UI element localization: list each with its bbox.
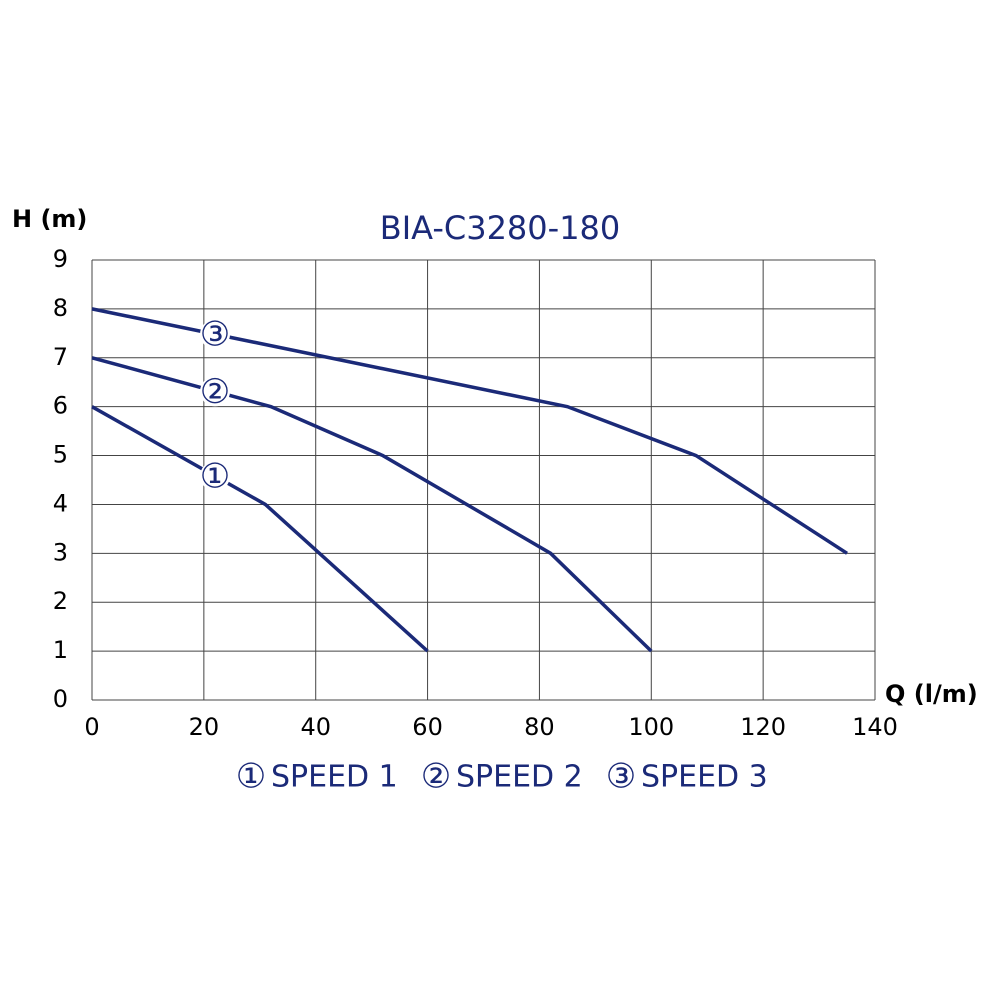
marker-bg bbox=[200, 461, 231, 492]
x-tick-label: 120 bbox=[740, 713, 786, 741]
x-tick-label: 40 bbox=[300, 713, 331, 741]
chart-title: BIA-C3280-180 bbox=[380, 209, 621, 247]
marker-bg bbox=[200, 319, 231, 350]
x-tick-label: 80 bbox=[524, 713, 555, 741]
x-axis-label: Q (l/m) bbox=[885, 680, 978, 708]
x-tick-label: 60 bbox=[412, 713, 443, 741]
legend-label: SPEED 3 bbox=[641, 760, 768, 795]
curve-marker: ② bbox=[200, 372, 230, 412]
y-tick-label: 6 bbox=[53, 392, 68, 420]
legend-marker: ③ bbox=[606, 757, 636, 797]
y-tick-label: 1 bbox=[53, 636, 68, 664]
line-series bbox=[91, 405, 429, 653]
legend-marker: ② bbox=[421, 757, 451, 797]
y-tick-label: 3 bbox=[53, 538, 68, 566]
y-tick-label: 5 bbox=[53, 441, 68, 469]
legend-label: SPEED 2 bbox=[456, 760, 583, 795]
marker-bg bbox=[200, 376, 231, 407]
curve-marker: ③ bbox=[200, 315, 230, 355]
y-tick-label: 4 bbox=[53, 489, 68, 517]
x-tick-label: 20 bbox=[189, 713, 220, 741]
legend-label: SPEED 1 bbox=[271, 760, 398, 795]
y-tick-label: 2 bbox=[53, 587, 68, 615]
line-series bbox=[91, 307, 848, 555]
x-tick-label: 100 bbox=[628, 713, 674, 741]
x-tick-label: 140 bbox=[852, 713, 898, 741]
curve-marker: ① bbox=[200, 457, 230, 497]
x-tick-label: 0 bbox=[84, 713, 99, 741]
y-tick-label: 9 bbox=[53, 245, 68, 273]
legend-marker: ① bbox=[236, 757, 266, 797]
y-axis-label: H (m) bbox=[12, 205, 87, 233]
y-tick-label: 8 bbox=[53, 294, 68, 322]
y-tick-label: 7 bbox=[53, 343, 68, 371]
y-tick-label: 0 bbox=[53, 685, 68, 713]
